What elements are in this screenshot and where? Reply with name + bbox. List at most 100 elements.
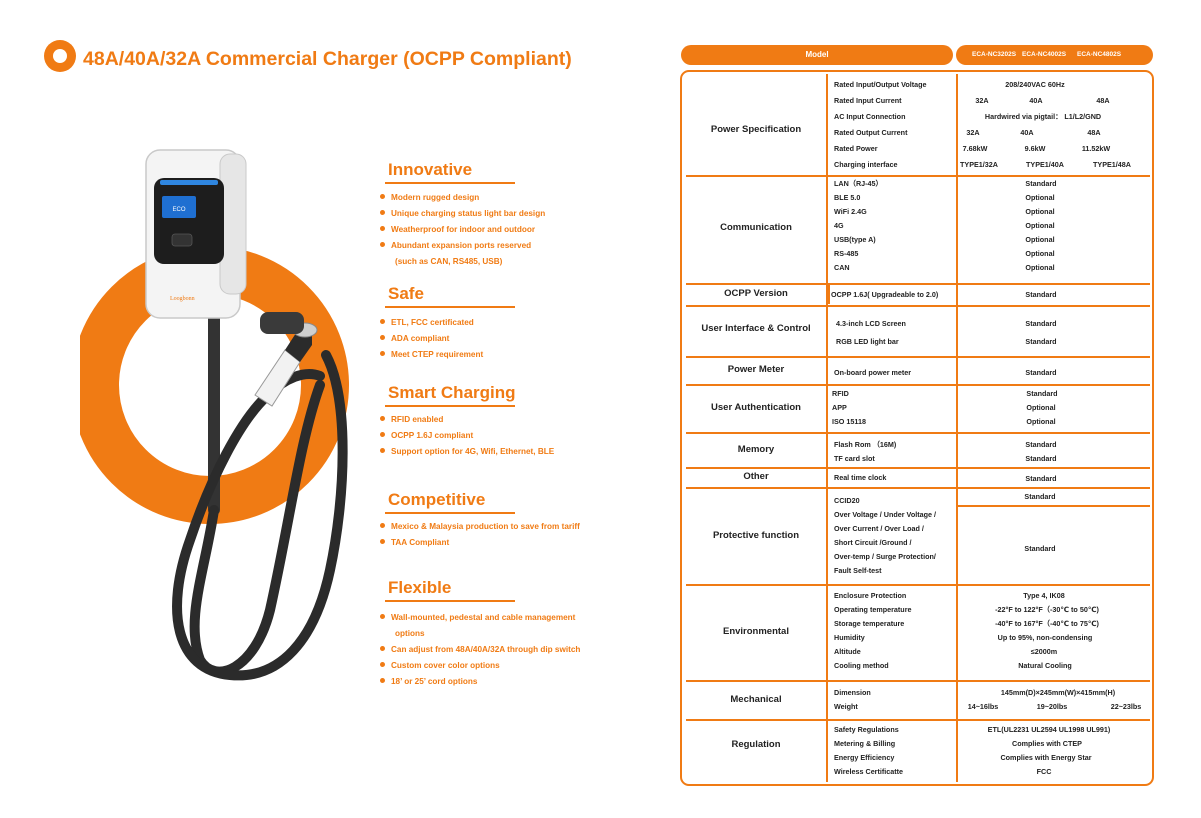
spec-value: 48A: [1087, 128, 1101, 137]
spec-item: RS-485: [834, 249, 859, 258]
spec-item: CCID20: [834, 496, 860, 505]
feature-bullet-continuation: options: [395, 629, 425, 638]
feature-bullet: Custom cover color options: [380, 661, 500, 670]
spec-value: FCC: [1036, 767, 1052, 776]
rfid-reader: [171, 233, 193, 247]
spec-value: 14~16lbs: [967, 702, 999, 711]
row-divider: [686, 719, 1150, 721]
section-communication: Communication: [720, 222, 792, 233]
spec-item: LAN（RJ-45）: [834, 179, 883, 188]
spec-table: [680, 70, 1154, 786]
feature-rule: [385, 306, 515, 308]
feature-bullet: ETL, FCC certificated: [380, 318, 474, 327]
spec-item: Over Current / Over Load /: [834, 524, 924, 533]
row-divider: [686, 680, 1150, 682]
page-title: 48A/40A/32A Commercial Charger (OCPP Com…: [83, 48, 572, 70]
model-numbers-header: ECA-NC3202S ECA-NC4002S ECA-NC4802S: [956, 45, 1153, 65]
spec-value: 11.52kW: [1081, 144, 1111, 153]
spec-value: Optional: [1026, 403, 1056, 412]
bullet-dot-icon: [380, 539, 385, 544]
section-user-interface: User Interface & Control: [701, 323, 811, 334]
spec-value: Standard: [1025, 179, 1057, 188]
bullet-dot-icon: [380, 678, 385, 683]
row-divider: [686, 432, 1150, 434]
spec-value: Standard: [1025, 474, 1057, 483]
spec-item: Cooling method: [834, 661, 889, 670]
spec-value: Standard: [1025, 319, 1057, 328]
bullet-dot-icon: [380, 242, 385, 247]
section-mechanical: Mechanical: [730, 694, 782, 705]
feature-rule: [385, 182, 515, 184]
spec-value: ≤2000m: [1030, 647, 1058, 656]
feature-bullet: 18’ or 25’ cord options: [380, 677, 477, 686]
bullet-dot-icon: [380, 614, 385, 619]
connector-holster: [260, 312, 304, 334]
feature-bullet: ADA compliant: [380, 334, 449, 343]
spec-value: 48A: [1096, 96, 1110, 105]
feature-bullet: Support option for 4G, Wifi, Ethernet, B…: [380, 447, 554, 456]
bullet-dot-icon: [380, 194, 385, 199]
spec-value: Standard: [1024, 544, 1056, 553]
spec-value: 32A: [975, 96, 989, 105]
section-other: Other: [743, 471, 769, 482]
spec-value: 19~20lbs: [1036, 702, 1068, 711]
section-memory: Memory: [737, 444, 775, 455]
spec-value: 145mm(D)×245mm(W)×415mm(H): [1000, 688, 1116, 697]
bullet-dot-icon: [380, 646, 385, 651]
spec-item: Safety Regulations: [834, 725, 899, 734]
brand-label: Loogbonn: [170, 296, 195, 302]
spec-item: USB(type A): [834, 235, 876, 244]
spec-item: APP: [832, 403, 847, 412]
spec-value: 7.68kW: [962, 144, 988, 153]
feature-bullet: Mexico & Malaysia production to save fro…: [380, 522, 580, 531]
spec-value: Standard: [1025, 454, 1057, 463]
feature-bullet: Wall-mounted, pedestal and cable managem…: [380, 613, 575, 622]
spec-value: Optional: [1026, 417, 1056, 426]
spec-item: Over Voltage / Under Voltage /: [834, 510, 936, 519]
spec-value: Complies with Energy Star: [1000, 753, 1092, 762]
spec-value: TYPE1/40A: [1026, 160, 1064, 169]
spec-item: Humidity: [834, 633, 865, 642]
spec-value: Standard: [1025, 337, 1057, 346]
bullet-dot-icon: [380, 662, 385, 667]
feature-bullet: Modern rugged design: [380, 193, 479, 202]
section-power-specification: Power Specification: [710, 124, 802, 135]
feature-rule: [385, 512, 515, 514]
model-number: ECA-NC3202S: [972, 51, 1017, 58]
bullet-dot-icon: [380, 416, 385, 421]
spec-value: Standard: [1026, 389, 1058, 398]
spec-value: Complies with CTEP: [1012, 739, 1082, 748]
model-header: Model: [681, 45, 953, 65]
spec-value: 208/240VAC 60Hz: [1005, 80, 1065, 89]
spec-value: Optional: [1025, 193, 1055, 202]
column-divider: [956, 74, 958, 782]
spec-value: Optional: [1025, 249, 1055, 258]
bullet-dot-icon: [380, 523, 385, 528]
spec-item: Real time clock: [834, 473, 887, 482]
spec-item: Rated Input Current: [834, 96, 902, 105]
spec-value: Optional: [1025, 263, 1055, 272]
spec-item: Wireless Certificatte: [834, 767, 904, 776]
spec-item: Rated Input/Output Voltage: [834, 80, 927, 89]
row-divider: [686, 487, 1150, 489]
section-ocpp-version: OCPP Version: [724, 288, 788, 299]
spec-item: OCPP 1.6J( Upgradeable to 2.0): [831, 290, 939, 299]
spec-value: Hardwired via pigtail： L1/L2/GND: [984, 112, 1102, 121]
charger-front-panel: [154, 178, 224, 264]
spec-value: Type 4, IK08: [1023, 591, 1065, 600]
spec-item: Flash Rom （16M): [834, 440, 897, 449]
spec-item: Fault Self-test: [834, 566, 882, 575]
feature-bullet: OCPP 1.6J compliant: [380, 431, 473, 440]
charger-illustration: ECO Loogbonn: [80, 149, 349, 681]
spec-value: 9.6kW: [1024, 144, 1046, 153]
spec-value: Optional: [1025, 235, 1055, 244]
section-environmental: Environmental: [723, 626, 789, 637]
spec-item: Dimension: [834, 688, 871, 697]
feature-rule: [385, 405, 515, 407]
row-divider: [956, 505, 1150, 507]
spec-item: Rated Output Current: [834, 128, 908, 137]
spec-item: Weight: [834, 702, 858, 711]
spec-item: AC Input Connection: [834, 112, 906, 121]
feature-title-flexible: Flexible: [388, 578, 452, 597]
spec-value: Standard: [1025, 290, 1057, 299]
